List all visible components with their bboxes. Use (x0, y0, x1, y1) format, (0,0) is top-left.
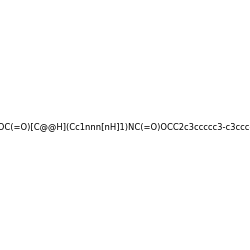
Text: CCOC(=O)[C@@H](Cc1nnn[nH]1)NC(=O)OCC2c3ccccc3-c3ccccc32: CCOC(=O)[C@@H](Cc1nnn[nH]1)NC(=O)OCC2c3c… (0, 122, 250, 131)
